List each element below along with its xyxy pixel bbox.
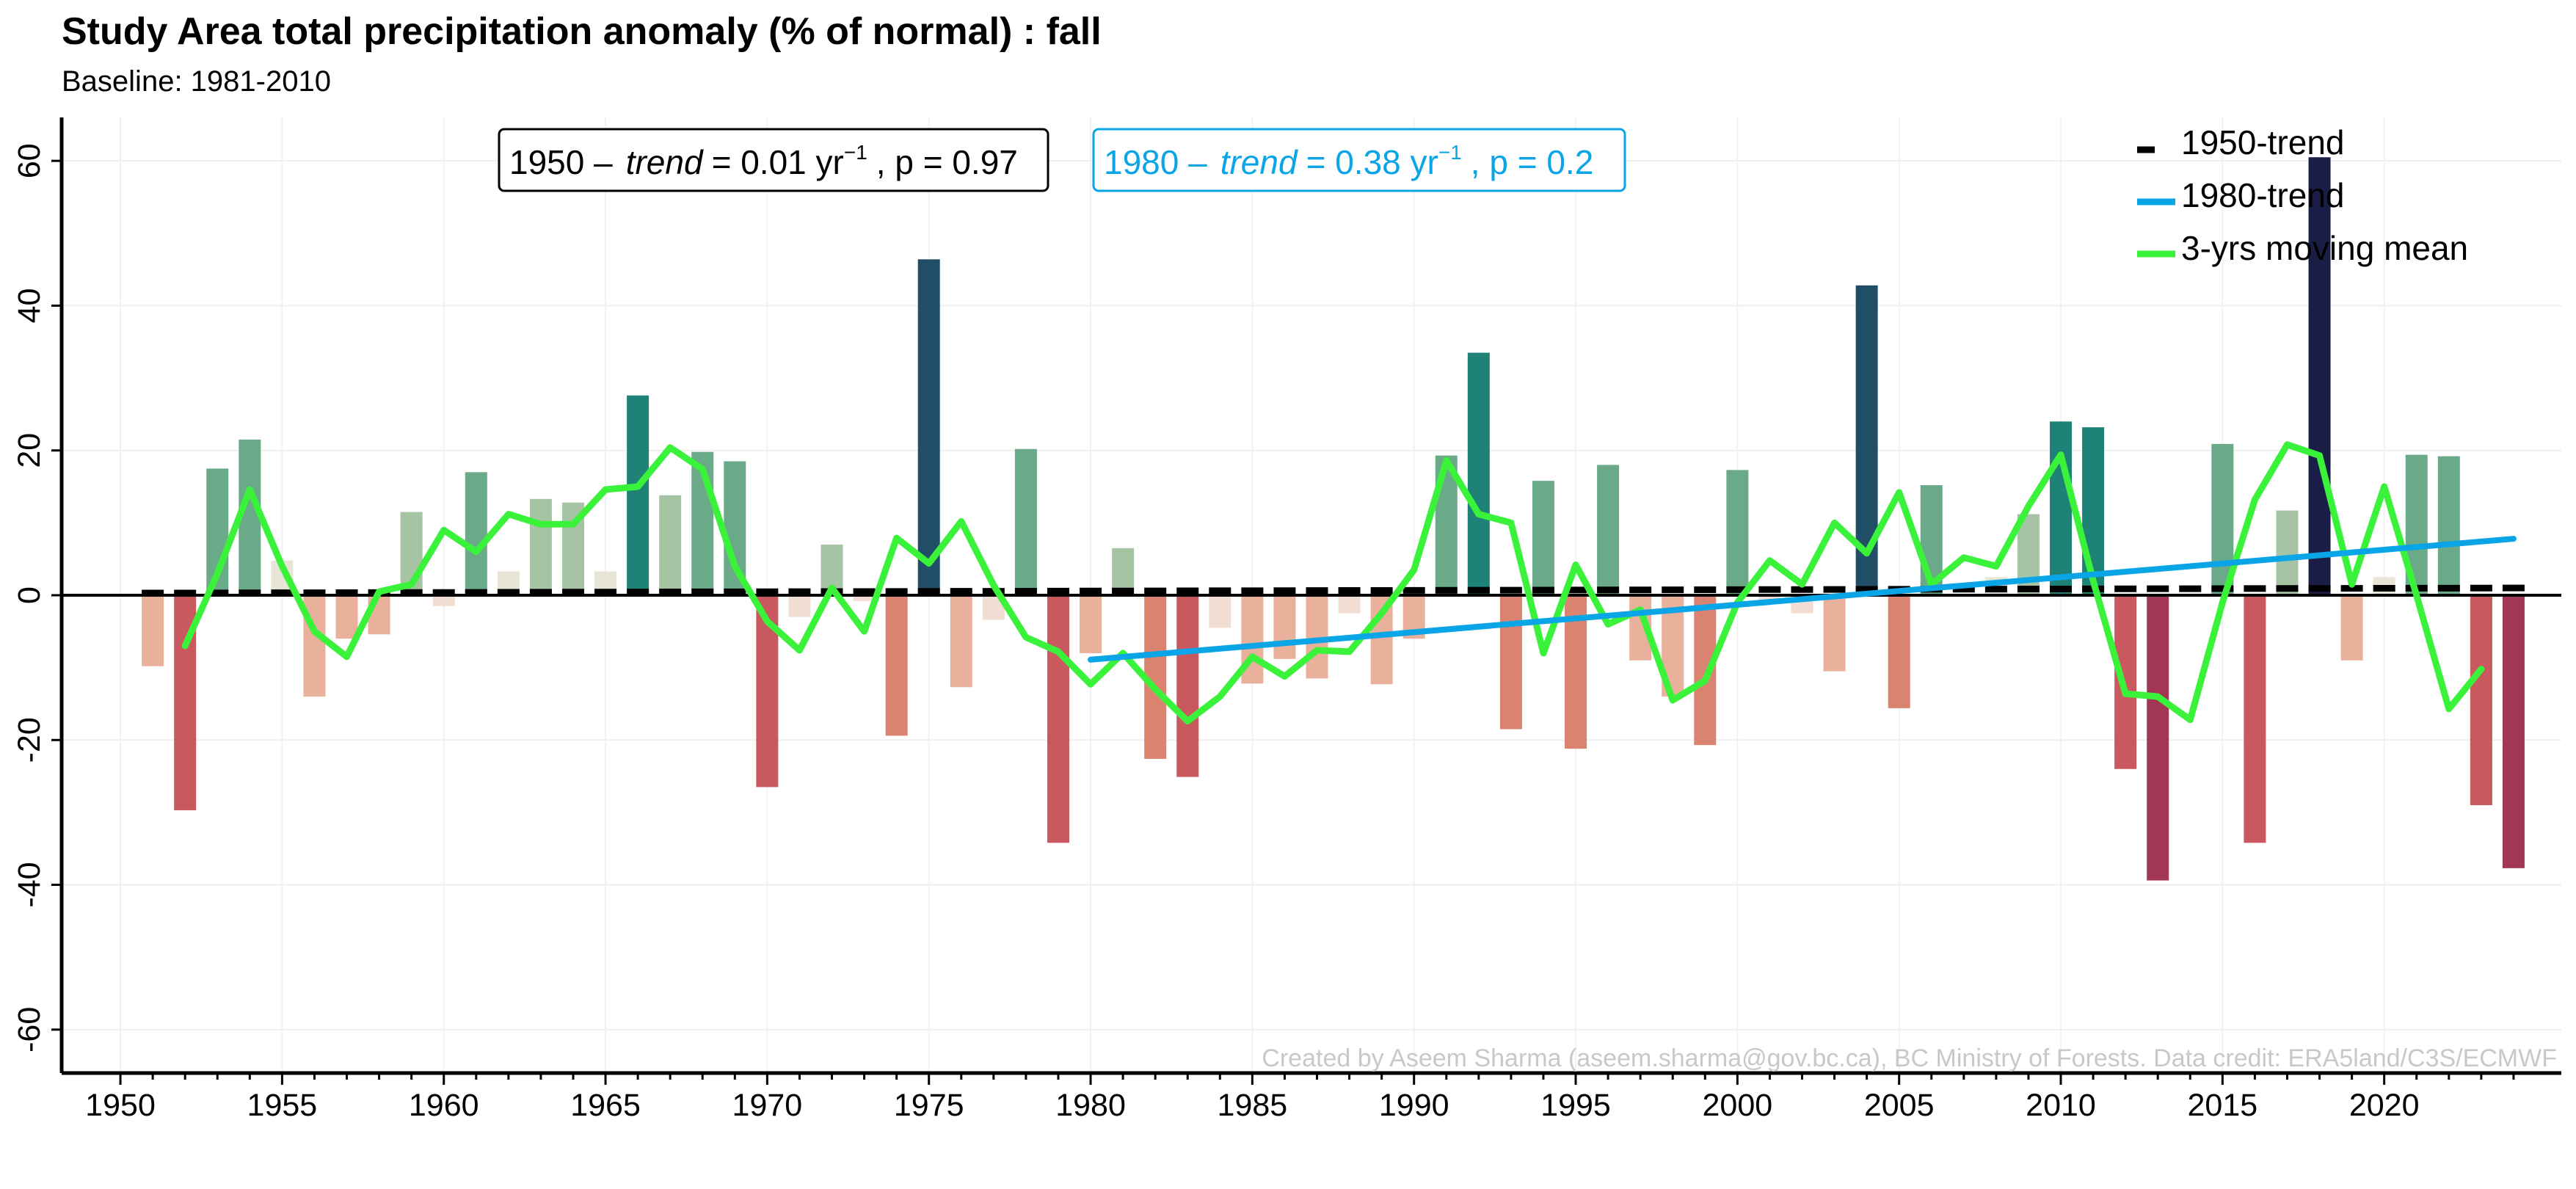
anomaly-bar (659, 495, 682, 595)
anomaly-bar (2276, 510, 2299, 595)
anomaly-bars (142, 157, 2525, 881)
anomaly-bar (1338, 595, 1361, 614)
legend-label-1950-trend: 1950-trend (2181, 123, 2345, 161)
anomaly-bar (465, 472, 487, 595)
trend-1980-line (1088, 536, 2517, 663)
trend-1980-word: trend (1220, 143, 1298, 181)
x-tick-label: 2000 (1703, 1088, 1773, 1123)
x-tick-label: 1955 (247, 1088, 318, 1123)
anomaly-bar (1209, 595, 1231, 628)
anomaly-bar (1176, 595, 1199, 777)
x-tick-label: 2010 (2026, 1088, 2096, 1123)
svg-text:1980 –trend= 0.38 yr−1, p = 0.: 1980 – trend = 0.38 yr−1 , p = 0.2 (1104, 141, 1593, 181)
anomaly-bar (529, 498, 552, 595)
chart-title: Study Area total precipitation anomaly (… (62, 10, 1102, 53)
x-tick-label: 2005 (1864, 1088, 1935, 1123)
anomaly-bar (1112, 548, 1135, 595)
anomaly-bar (2470, 595, 2492, 806)
anomaly-bar (1758, 595, 1781, 603)
y-tick-label: 0 (12, 586, 47, 604)
anomaly-bar (950, 595, 972, 688)
anomaly-bar (2502, 595, 2525, 868)
x-tick-label: 2020 (2349, 1088, 2420, 1123)
trend-1950-exponent: −1 (844, 141, 867, 164)
anomaly-bar (1047, 595, 1069, 843)
x-tick-label: 1975 (894, 1088, 964, 1123)
anomaly-bar (1306, 595, 1328, 679)
x-tick-label: 1980 (1055, 1088, 1126, 1123)
anomaly-bar (853, 595, 876, 601)
y-tick-label: -20 (12, 717, 47, 763)
x-tick-label: 1960 (409, 1088, 479, 1123)
x-axis-ticks: 1950 1955 1960 1965 1970 1975 1980 1985 1990 1995… (85, 1073, 2515, 1123)
anomaly-bar (1726, 470, 1749, 595)
y-axis-ticks: -60 -40 -20 0 20 40 60 (12, 143, 62, 1052)
anomaly-bar (788, 595, 811, 617)
anomaly-bar (1823, 595, 1846, 672)
anomaly-bar (1273, 595, 1296, 659)
trend-box-1980: 1980 – trend = 0.38 yr−1 , p = 0.2 (1092, 128, 1626, 192)
anomaly-bar (1597, 465, 1620, 595)
x-tick-label: 1990 (1379, 1088, 1449, 1123)
anomaly-bar (1532, 481, 1554, 595)
trend-1980-period: 1980 – (1104, 143, 1207, 181)
legend-label-moving-mean: 3-yrs moving mean (2181, 229, 2468, 267)
x-tick-label: 2015 (2188, 1088, 2258, 1123)
anomaly-bar (2244, 595, 2266, 843)
trend-1980-value: = 0.38 yr (1306, 143, 1438, 181)
trend-1980-p: , p = 0.2 (1471, 143, 1594, 181)
svg-text:1950 –trend= 0.01 yr−1, p = 0.: 1950 – trend = 0.01 yr−1 , p = 0.97 (509, 141, 1018, 181)
anomaly-bar (2050, 421, 2073, 595)
anomaly-bar (2437, 456, 2460, 595)
y-tick-label: 20 (12, 433, 47, 468)
y-tick-label: 60 (12, 143, 47, 178)
anomaly-bar (627, 395, 650, 595)
trend-1950-p: , p = 0.97 (876, 143, 1018, 181)
anomaly-bar (1499, 595, 1522, 730)
anomaly-bar (885, 595, 908, 736)
legend: 1950-trend 1980-trend 3-yrs moving mean (2137, 123, 2468, 267)
trend-1950-period: 1950 – (509, 143, 613, 181)
trend-1950-word: trend (626, 143, 704, 181)
anomaly-bar (2340, 595, 2363, 661)
anomaly-bar (1888, 595, 1910, 708)
anomaly-bar (917, 259, 940, 595)
y-tick-label: -60 (12, 1007, 47, 1052)
x-tick-label: 1985 (1218, 1088, 1288, 1123)
trend-1950-marks (142, 584, 2525, 597)
x-tick-label: 1970 (732, 1088, 803, 1123)
trend-1950-value: = 0.01 yr (712, 143, 844, 181)
anomaly-bar (1014, 448, 1037, 595)
legend-label-1980-trend: 1980-trend (2181, 176, 2345, 214)
moving-mean-line (181, 441, 2485, 725)
anomaly-bar (335, 595, 358, 639)
y-tick-label: -40 (12, 862, 47, 907)
anomaly-bar (1467, 352, 1490, 595)
anomaly-bar (2308, 157, 2331, 595)
anomaly-bar (2147, 595, 2169, 881)
anomaly-bar (142, 595, 164, 666)
chart-subtitle: Baseline: 1981-2010 (62, 65, 331, 98)
anomaly-bar (432, 595, 455, 606)
y-tick-label: 40 (12, 288, 47, 324)
trend-1980-exponent: −1 (1438, 141, 1462, 164)
anomaly-bar (2082, 427, 2105, 595)
data-credit: Created by Aseem Sharma (aseem.sharma@go… (1262, 1044, 2557, 1072)
x-tick-label: 1950 (85, 1088, 156, 1123)
trend-box-1950: 1950 – trend = 0.01 yr−1 , p = 0.97 (498, 128, 1049, 192)
anomaly-bar (1080, 595, 1102, 653)
x-tick-label: 1965 (570, 1088, 641, 1123)
x-tick-label: 1995 (1540, 1088, 1611, 1123)
